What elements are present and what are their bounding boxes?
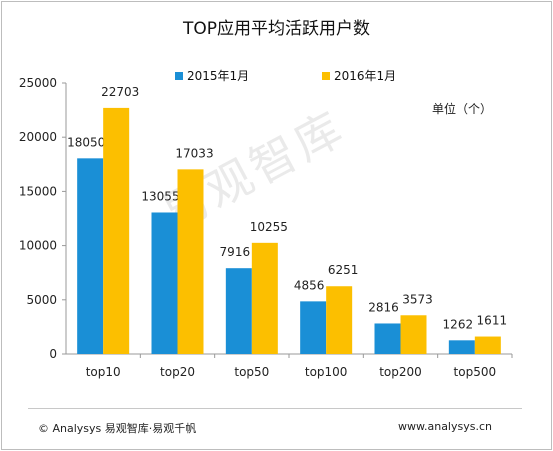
chart-title: TOP应用平均活跃用户数 (182, 19, 371, 39)
data-label: 22703 (101, 85, 139, 99)
footer-website: www.analysys.cn (398, 420, 492, 433)
y-tick-label: 5000 (26, 293, 57, 307)
y-tick-label: 20000 (19, 130, 57, 144)
bar-2016-top20 (177, 169, 204, 354)
footer-divider (28, 408, 522, 409)
data-label: 17033 (175, 146, 213, 160)
bar-2016-top500 (474, 336, 501, 354)
data-label: 18050 (67, 135, 105, 149)
legend-item-2016: 2016年1月 (322, 67, 396, 84)
legend-swatch-2016 (322, 71, 330, 80)
legend-item-2015: 2015年1月 (175, 67, 249, 84)
x-category-label: top500 (454, 365, 497, 379)
data-label: 10255 (250, 220, 288, 234)
bar-2016-top100 (326, 286, 353, 354)
data-label: 7916 (220, 245, 251, 259)
y-tick-label: 15000 (19, 184, 57, 198)
bar-2015-top200 (374, 323, 401, 354)
bar-2015-top50 (225, 268, 252, 354)
x-category-label: top20 (160, 365, 195, 379)
legend-label-2015: 2015年1月 (187, 69, 250, 83)
x-category-label: top10 (86, 365, 121, 379)
legend-swatch-2015 (175, 71, 183, 80)
bar-2016-top10 (103, 107, 130, 355)
bar-2016-top200 (400, 315, 427, 354)
y-tick-label: 0 (49, 347, 57, 361)
x-category-label: top200 (379, 365, 422, 379)
bar-2015-top500 (448, 340, 475, 354)
x-category-label: top100 (305, 365, 348, 379)
data-label: 1611 (477, 314, 508, 328)
data-label: 3573 (402, 292, 433, 306)
y-tick-label: 25000 (19, 76, 57, 90)
y-tick-label: 10000 (19, 239, 57, 253)
data-label: 6251 (328, 263, 359, 277)
x-category-label: top50 (234, 365, 269, 379)
bar-2015-top100 (300, 301, 327, 354)
data-label: 1262 (443, 317, 474, 331)
legend-label-2016: 2016年1月 (334, 69, 397, 83)
bar-2016-top50 (251, 242, 278, 354)
bar-2015-top10 (77, 158, 104, 354)
data-label: 2816 (368, 300, 399, 314)
footer-copyright: © Analysys 易观智库·易观千帆 (38, 422, 197, 435)
data-label: 4856 (294, 278, 325, 292)
bar-2015-top20 (151, 212, 178, 354)
unit-label: 单位（个） (432, 102, 493, 116)
data-label: 13055 (141, 189, 179, 203)
